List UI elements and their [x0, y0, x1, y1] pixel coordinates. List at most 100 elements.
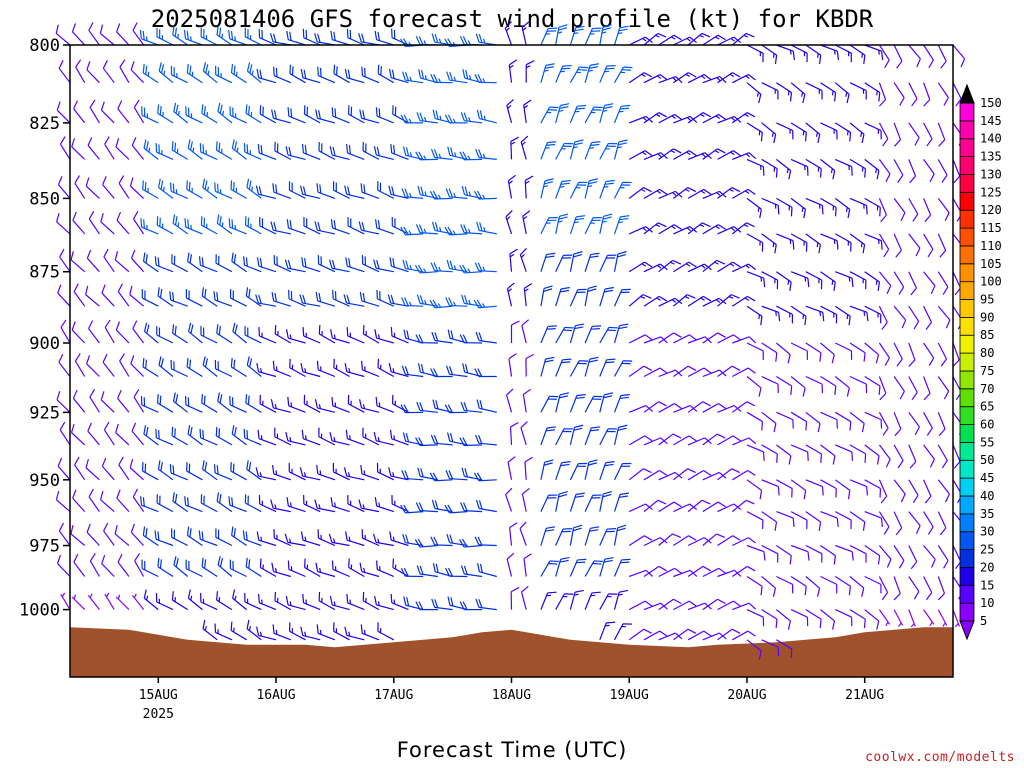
- wind-barb: [937, 44, 947, 69]
- barb-full-flag: [943, 97, 949, 106]
- barb-staff: [908, 576, 920, 592]
- barb-full-flag: [850, 350, 853, 360]
- barb-full-flag: [244, 326, 246, 336]
- barb-staff: [88, 328, 100, 344]
- wind-barb: [101, 284, 115, 307]
- barb-full-flag: [462, 36, 468, 45]
- colorbar-box: [959, 495, 975, 515]
- wind-barb: [202, 460, 218, 481]
- wind-barb: [185, 289, 203, 307]
- barb-full-flag: [465, 69, 469, 79]
- barb-staff: [937, 545, 949, 561]
- barb-half-flag: [701, 153, 706, 158]
- barb-full-flag: [575, 25, 585, 29]
- barb-half-flag: [335, 628, 338, 633]
- barb-staff: [134, 560, 145, 577]
- wind-barb: [790, 158, 809, 176]
- barb-staff: [347, 152, 365, 160]
- barb-full-flag: [100, 391, 105, 400]
- barb-full-flag: [379, 291, 381, 301]
- wind-barb: [658, 403, 683, 413]
- barb-staff: [478, 270, 497, 273]
- barb-staff: [100, 221, 115, 235]
- barb-staff: [58, 530, 71, 546]
- wind-barb: [171, 528, 188, 547]
- wind-barb: [417, 363, 439, 378]
- wind-barb: [446, 533, 468, 547]
- barb-full-flag: [99, 24, 104, 34]
- barb-staff: [362, 150, 380, 160]
- barb-staff: [507, 180, 513, 199]
- barb-full-flag: [864, 453, 867, 463]
- barb-half-flag: [117, 594, 121, 600]
- barb-staff: [776, 411, 794, 421]
- barb-full-flag: [589, 178, 598, 182]
- barb-full-flag: [523, 99, 532, 106]
- barb-staff: [702, 433, 718, 446]
- barb-full-flag: [576, 394, 586, 397]
- barb-staff: [73, 291, 86, 307]
- barb-half-flag: [275, 629, 278, 635]
- wind-barb: [555, 286, 570, 307]
- barb-staff: [215, 190, 233, 199]
- barb-staff: [244, 264, 262, 273]
- barb-full-flag: [432, 472, 439, 481]
- wind-barb: [540, 325, 557, 344]
- wind-barb: [805, 233, 821, 254]
- wind-barb: [415, 224, 438, 235]
- barb-full-flag: [56, 554, 62, 564]
- wind-barb: [613, 558, 631, 577]
- wind-barb: [702, 501, 727, 513]
- barb-full-flag: [186, 180, 188, 190]
- wind-barb: [584, 141, 601, 160]
- wind-barb: [347, 495, 365, 513]
- barb-full-flag: [419, 295, 424, 305]
- barb-full-flag: [672, 148, 682, 154]
- wind-barb: [389, 531, 409, 547]
- wind-barb: [74, 353, 86, 377]
- barb-half-flag: [640, 188, 646, 192]
- barb-full-flag: [607, 254, 617, 256]
- barb-full-flag: [216, 591, 219, 601]
- wind-barb: [231, 526, 247, 546]
- wind-barb: [72, 489, 86, 513]
- wind-barb: [746, 122, 763, 142]
- barb-staff: [937, 305, 951, 321]
- wind-barb: [99, 24, 115, 46]
- barb-full-flag: [803, 209, 807, 219]
- barb-half-flag: [699, 224, 705, 228]
- barb-half-flag: [861, 53, 864, 58]
- barb-full-flag: [216, 183, 219, 193]
- barb-staff: [56, 221, 71, 235]
- barb-full-flag: [479, 400, 483, 410]
- barb-full-flag: [702, 112, 711, 118]
- wind-barb: [186, 358, 203, 378]
- wind-barb: [474, 368, 497, 378]
- wind-barb: [878, 609, 891, 627]
- barb-full-flag: [347, 105, 350, 115]
- wind-barb: [776, 444, 792, 465]
- barb-staff: [878, 82, 887, 100]
- wind-barb: [187, 589, 203, 611]
- barb-full-flag: [204, 288, 207, 298]
- barb-full-flag: [242, 530, 245, 540]
- wind-barb: [377, 622, 395, 641]
- barb-full-flag: [547, 398, 557, 400]
- barb-staff: [673, 334, 690, 344]
- colorbar-box: [959, 388, 975, 408]
- colorbar-tick-label: 70: [980, 382, 994, 396]
- barb-staff: [478, 479, 497, 482]
- wind-barb: [231, 425, 247, 446]
- barb-full-flag: [377, 64, 380, 74]
- barb-full-flag: [159, 288, 163, 298]
- barb-full-flag: [286, 497, 289, 507]
- wind-barb: [717, 294, 740, 307]
- barb-staff: [104, 593, 115, 610]
- wind-barb: [555, 428, 573, 446]
- barb-staff: [504, 27, 513, 46]
- barb-staff: [820, 479, 837, 490]
- barb-full-flag: [430, 536, 436, 546]
- barb-full-flag: [288, 289, 290, 299]
- wind-barb: [243, 428, 262, 446]
- wind-barb: [100, 101, 115, 124]
